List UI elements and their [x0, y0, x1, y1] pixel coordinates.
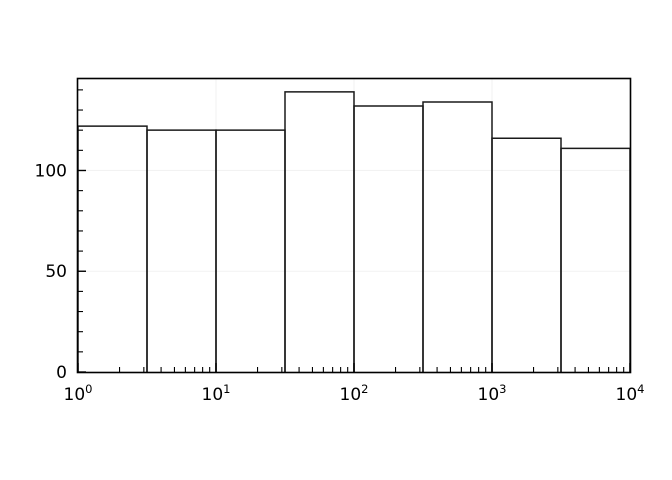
x-tick-label-base: 10: [340, 385, 362, 405]
x-axis-ticks: [77, 363, 631, 372]
y-axis-tick-labels: 0 50 100: [35, 161, 67, 383]
x-tick-label: 102: [340, 382, 369, 405]
axes-frame: [76, 77, 632, 374]
x-tick-label: 101: [202, 382, 231, 405]
bar-series: [77, 91, 631, 372]
y-axis-ticks: [78, 89, 86, 373]
x-tick-label-exponent: 2: [361, 382, 368, 396]
x-tick-label-base: 10: [616, 385, 638, 405]
x-tick-label: 103: [478, 382, 507, 405]
y-tick-label: 50: [45, 262, 67, 282]
x-tick-label-base: 10: [478, 385, 500, 405]
x-tick-label-exponent: 0: [85, 382, 92, 396]
x-tick-label-exponent: 1: [223, 382, 230, 396]
x-tick-label: 100: [64, 382, 93, 405]
x-axis-tick-labels: 100 101 102 103 104: [64, 382, 645, 405]
x-tick-label-exponent: 3: [499, 382, 506, 396]
x-tick-label-base: 10: [202, 385, 224, 405]
y-tick-label: 100: [35, 161, 67, 181]
x-tick-label-base: 10: [64, 385, 86, 405]
x-tick-label: 104: [616, 382, 645, 405]
y-tick-label: 0: [56, 363, 67, 383]
x-tick-label-exponent: 4: [637, 382, 644, 396]
